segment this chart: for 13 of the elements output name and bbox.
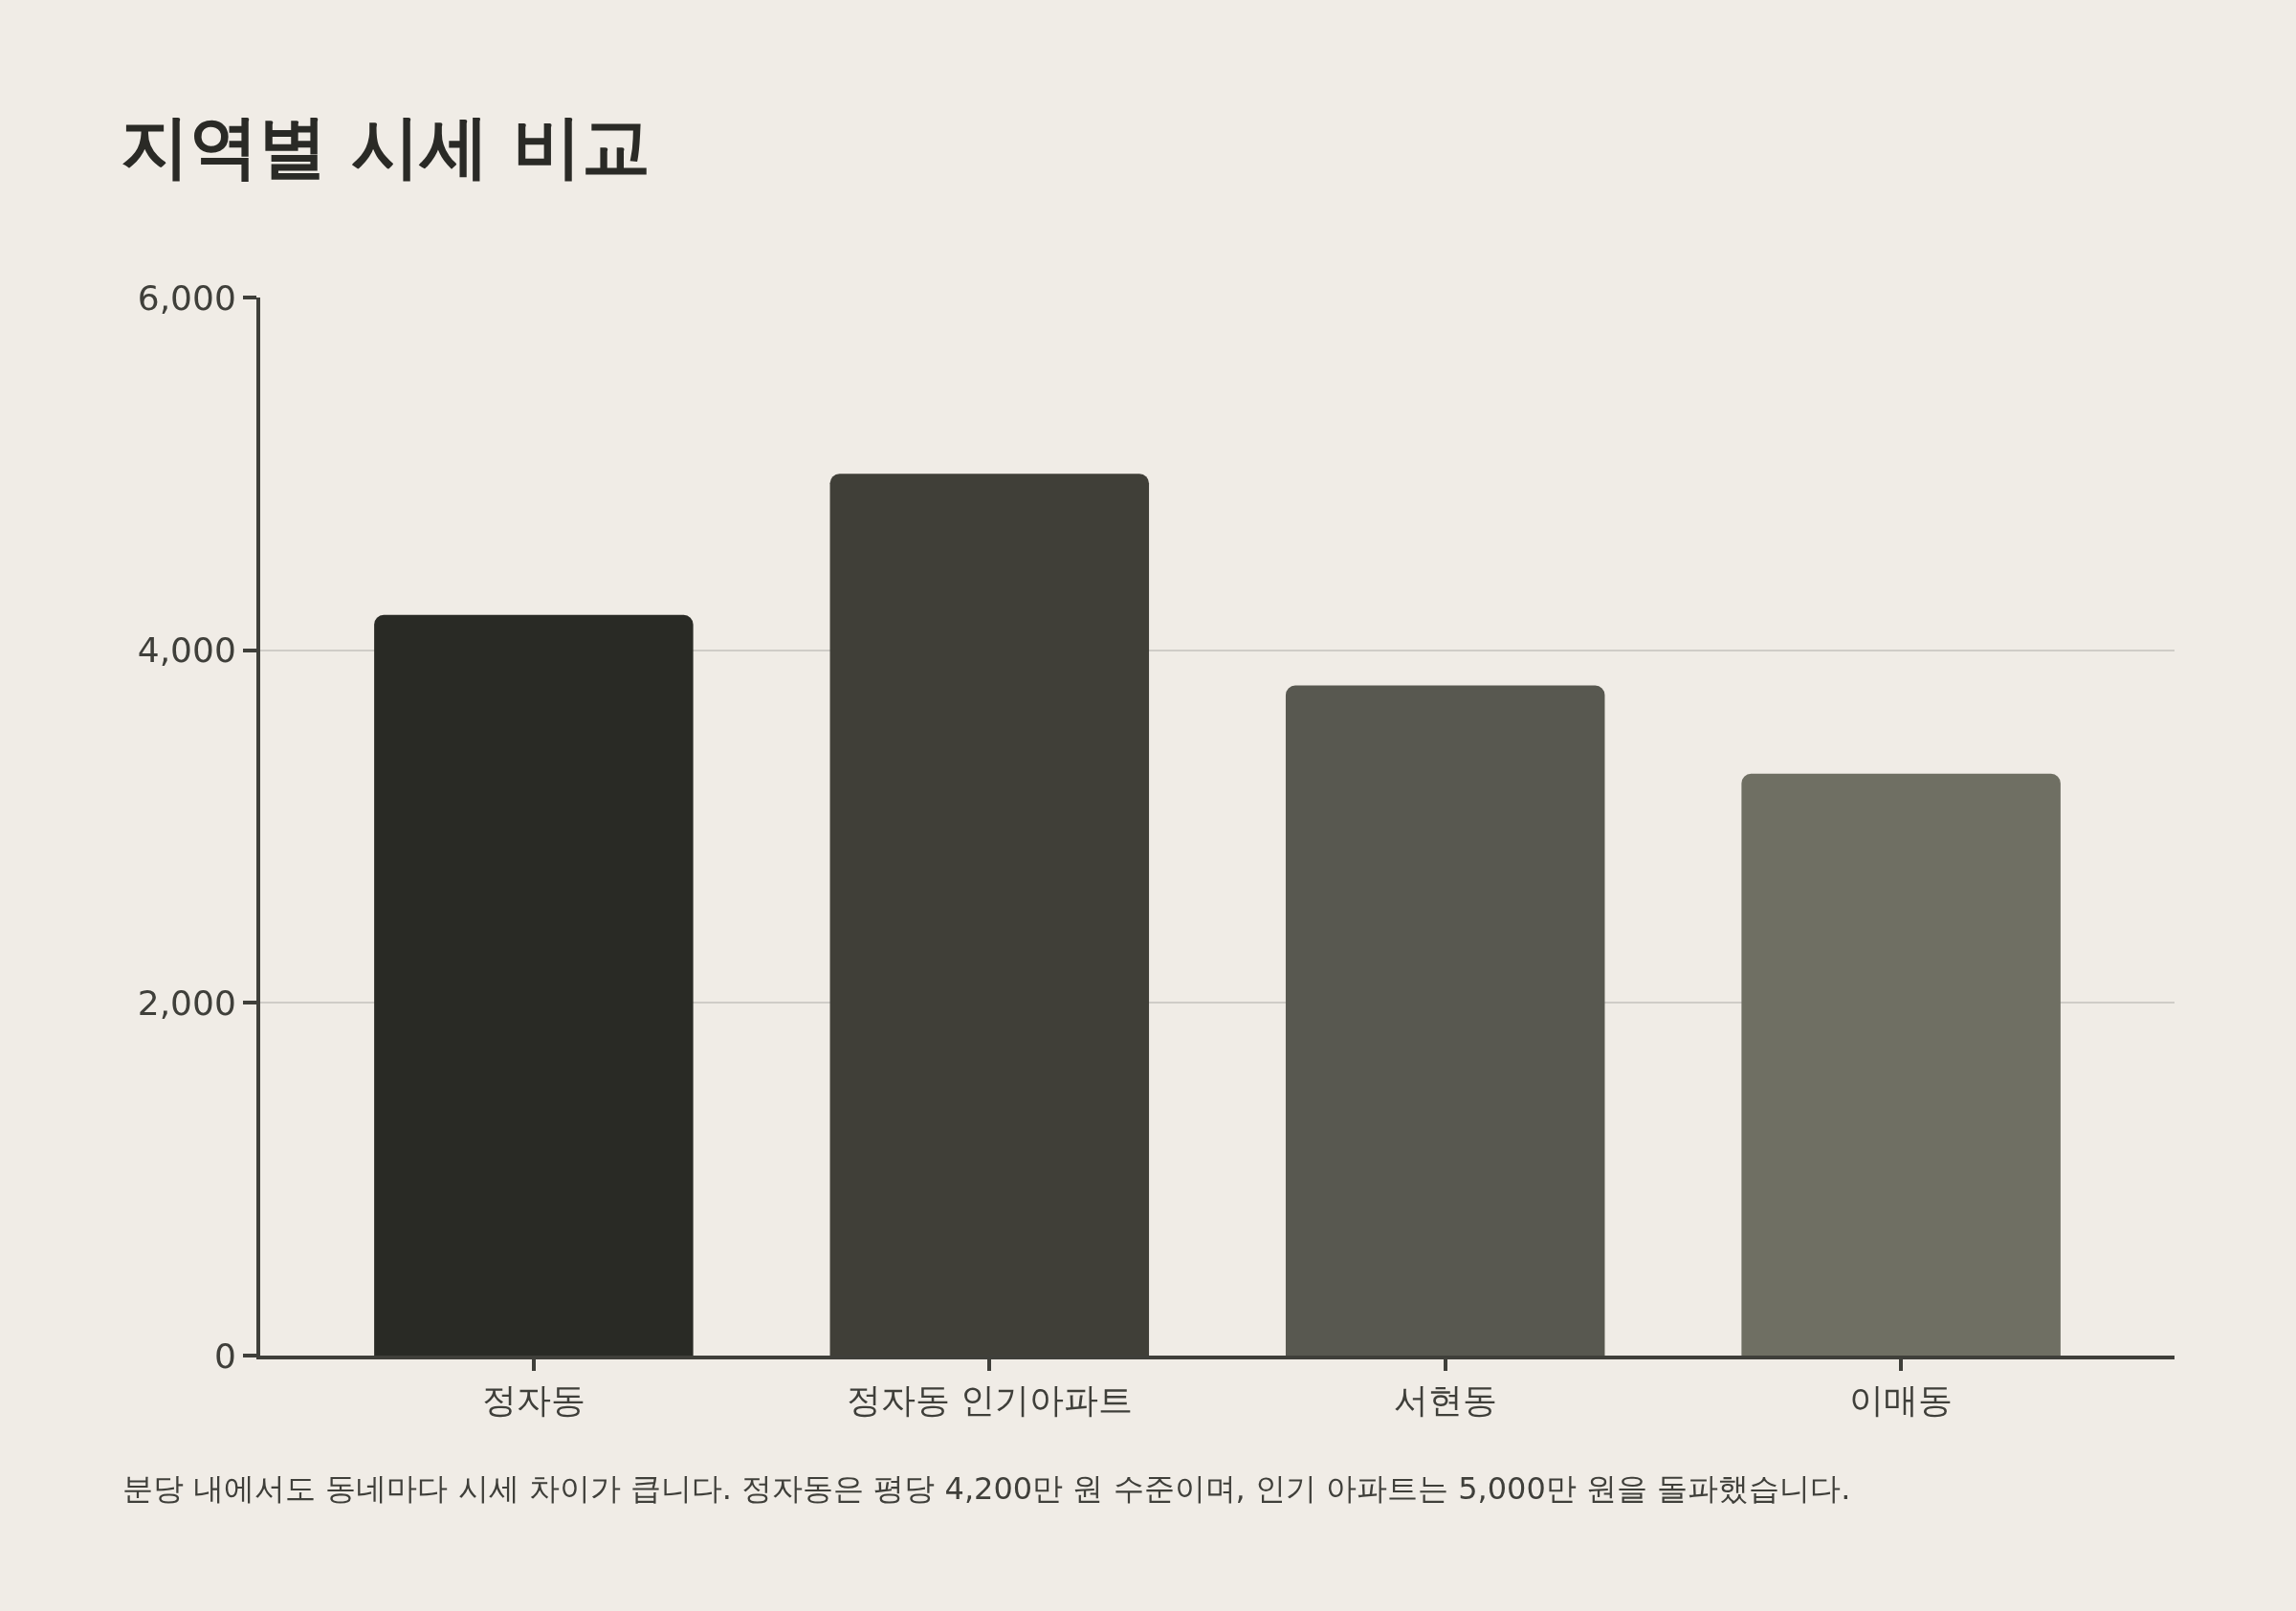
y-tick-label: 6,000 bbox=[137, 277, 236, 318]
y-tick-label: 4,000 bbox=[137, 630, 236, 671]
y-tick-label: 0 bbox=[213, 1335, 236, 1376]
bar bbox=[1741, 773, 2061, 1356]
chart-title: 지역별 시세 비교 bbox=[121, 106, 651, 188]
text: 분당 내에서도 동네마다 시세 차이가 큽니다. 정자동은 평당 4,200만 원 수준이며, 인기 아파트는 5,000만 원을 돌파했습니다. bbox=[122, 1470, 1851, 1507]
bar bbox=[374, 614, 694, 1356]
bar bbox=[1285, 685, 1605, 1356]
x-tick-label: 정자동 인기아파트 bbox=[846, 1380, 1134, 1421]
x-tick-label: 서현동 bbox=[1393, 1380, 1497, 1421]
y-tick-label: 2,000 bbox=[137, 982, 236, 1023]
x-tick-label: 정자동 bbox=[481, 1380, 585, 1421]
x-tick-label: 이매동 bbox=[1849, 1380, 1954, 1421]
